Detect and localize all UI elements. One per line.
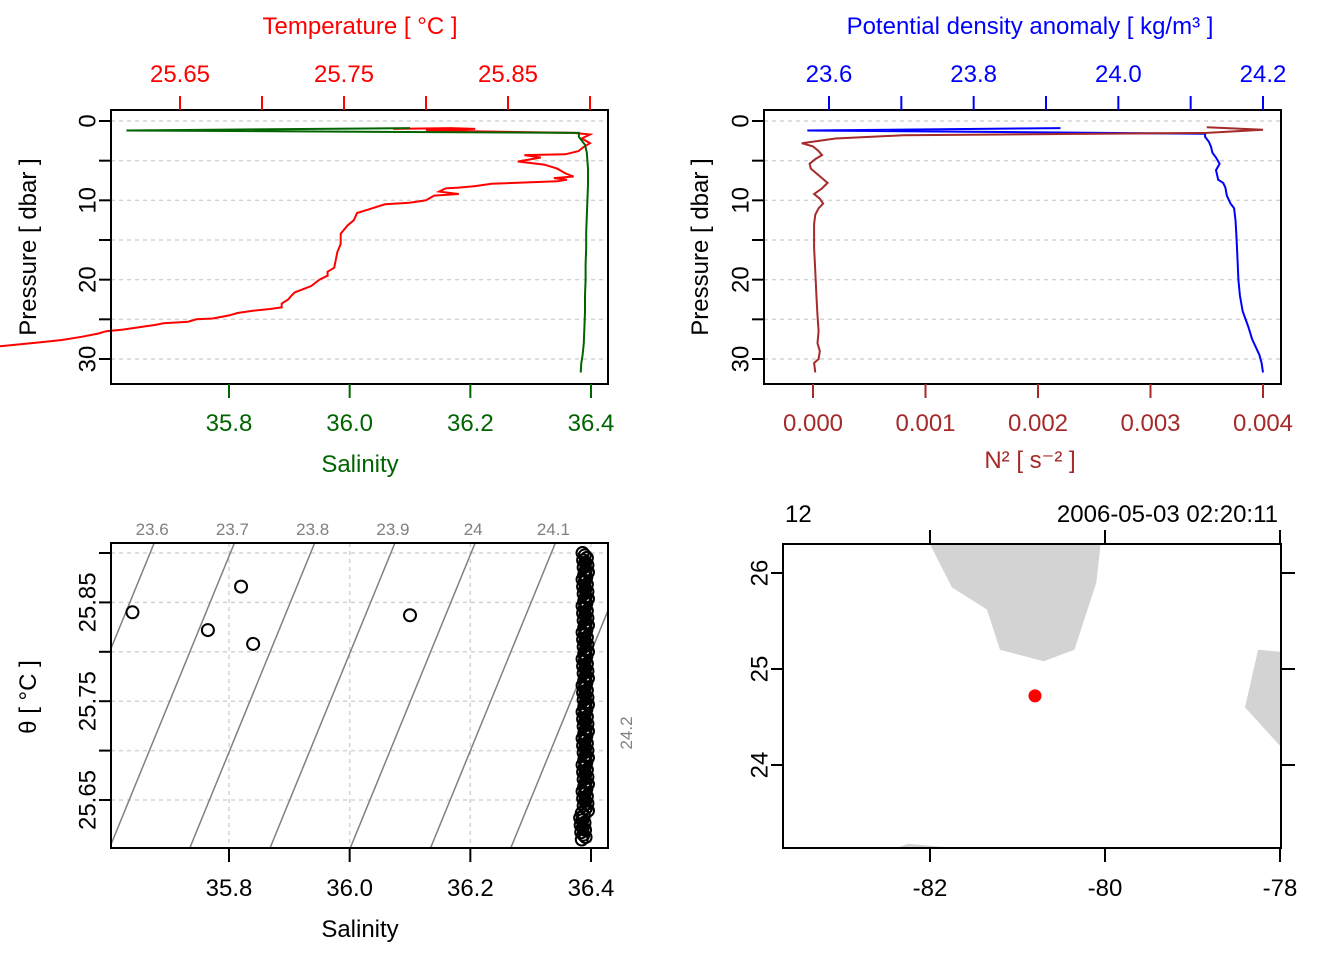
density-axis-title: Potential density anomaly [ kg/m³ ] [847,13,1214,40]
lon-tick-label: -82 [913,875,948,902]
density-tick-label: 24.0 [1095,61,1142,88]
lon-tick-label: -78 [1263,875,1298,902]
station-marker [1028,689,1042,703]
isopycnal-line [429,543,557,848]
y-tick-label: 30 [727,346,754,373]
ts-point [246,636,261,651]
salinity-profile-line [126,127,589,373]
ts-salinity-axis-title: Salinity [321,916,398,943]
y-tick-label: 30 [74,346,101,373]
temperature-tick-label: 25.65 [150,61,210,88]
land-polygon [930,544,1101,662]
isopycnal-line [349,543,476,848]
y-tick-label: 0 [727,114,754,127]
lat-tick-label: 26 [746,560,773,587]
isopycnal-line [510,608,608,848]
isopycnal-label: 23.9 [376,520,409,539]
lat-tick-label: 24 [746,752,773,779]
isopycnal-line [269,543,396,848]
isopycnal-label: 23.7 [216,520,249,539]
theta-axis-title: θ [ °C ] [15,660,42,734]
n2-profile-line [801,126,1264,373]
ts-point [403,608,417,623]
n2-tick-label: 0.003 [1120,410,1180,437]
lon-tick-label: -80 [1088,875,1123,902]
map-frame [782,543,1282,849]
isopycnal-label: 23.8 [296,520,329,539]
isopycnal-label: 23.6 [136,520,169,539]
y-tick-label: 25.85 [74,572,101,632]
isopycnal-label: 24.1 [537,520,570,539]
isopycnal-line [189,543,316,848]
x-tick-label: 36.0 [326,875,373,902]
density-tick-label: 24.2 [1240,61,1287,88]
y-tick-label: 10 [727,187,754,214]
y-tick-label: 25.75 [74,671,101,731]
salinity-tick-label: 36.2 [447,410,494,437]
pressure-axis-title-2: Pressure [ dbar ] [687,158,714,335]
temperature-tick-label: 25.75 [314,61,374,88]
y-tick-label: 0 [74,114,101,127]
ts-point [125,605,140,620]
land-polygon [896,843,959,848]
land-polygon [1245,649,1280,746]
ts-point [200,623,215,638]
panel-station-map: 12 2006-05-03 02:20:11 -82 -80 -78 24 25 26 [746,501,1297,902]
plot-frame [110,109,609,385]
temperature-tick-label: 25.85 [478,61,538,88]
salinity-tick-label: 36.4 [568,410,615,437]
salinity-axis-title: Salinity [321,451,398,478]
plot-frame [763,109,1282,385]
x-tick-label: 36.2 [447,875,494,902]
n2-tick-label: 0.000 [783,410,843,437]
salinity-tick-label: 35.8 [206,410,253,437]
panel-temperature-salinity-profile: Temperature [ °C ] Salinity Pressure [ d… [0,13,614,478]
ts-point [574,832,589,847]
panel-density-n2-profile: Potential density anomaly [ kg/m³ ] N² [… [687,13,1293,474]
x-tick-label: 35.8 [206,875,253,902]
n2-tick-label: 0.001 [895,410,955,437]
panel-ts-diagram: Salinity θ [ °C ] 23.6 23.7 23.8 23.9 24 24.1… [15,520,636,943]
y-tick-label: 25.65 [74,770,101,830]
n2-tick-label: 0.004 [1233,410,1293,437]
ts-point [234,579,249,594]
density-tick-label: 23.6 [806,61,853,88]
y-tick-label: 20 [74,266,101,293]
salinity-tick-label: 36.0 [326,410,373,437]
y-tick-label: 10 [74,187,101,214]
n2-tick-label: 0.002 [1008,410,1068,437]
pressure-axis-title: Pressure [ dbar ] [15,158,42,335]
isopycnal-label: 24.2 [617,716,636,749]
density-profile-line [807,127,1264,373]
n2-axis-title: N² [ s⁻² ] [984,447,1075,474]
x-tick-label: 36.4 [568,875,615,902]
temperature-profile-line [0,127,594,348]
station-id-label: 12 [785,501,812,528]
plot-frame [110,542,609,849]
station-datetime-label: 2006-05-03 02:20:11 [1057,501,1278,528]
isopycnal-line [111,543,236,847]
isopycnal-label: 24 [464,520,483,539]
lat-tick-label: 25 [746,656,773,683]
isopycnal-line [111,543,155,651]
y-tick-label: 20 [727,266,754,293]
temperature-axis-title: Temperature [ °C ] [263,13,458,40]
density-tick-label: 23.8 [950,61,997,88]
